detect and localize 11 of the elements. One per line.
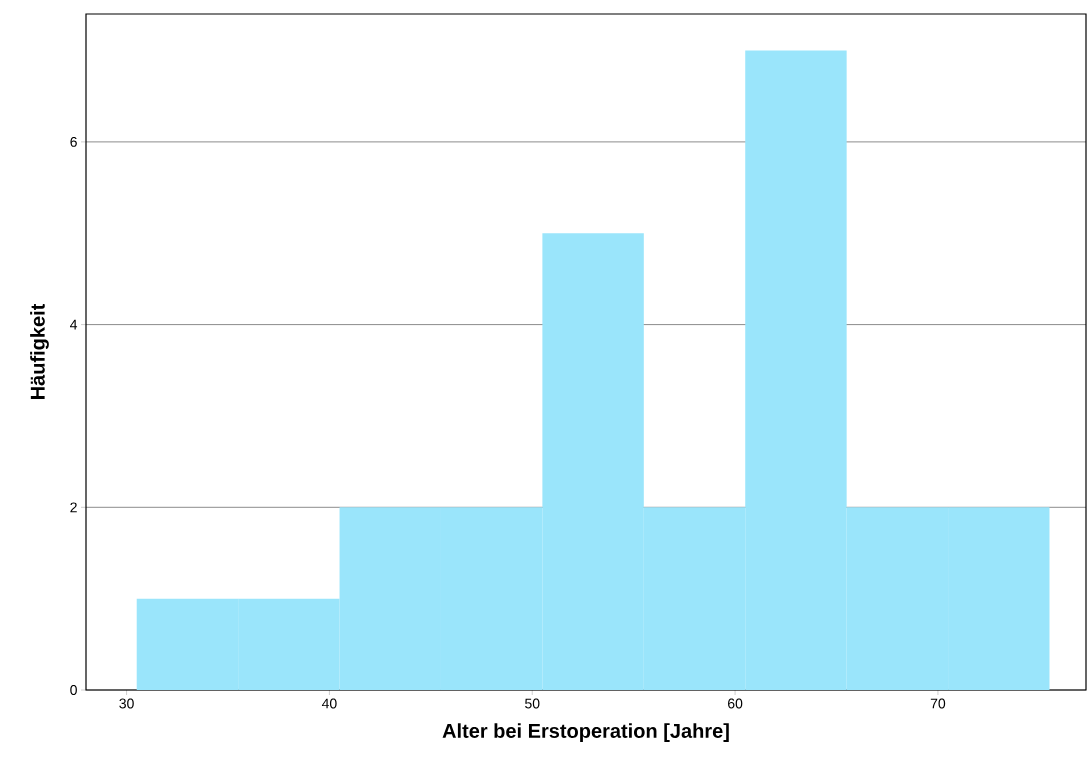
x-tick-label: 70 [930,698,946,709]
y-tick-label: 6 [70,136,77,147]
y-axis-title: Häufigkeit [30,303,49,399]
y-tick-label: 4 [70,319,78,330]
x-tick-label: 30 [119,698,134,709]
y-tick-label: 2 [70,502,77,513]
x-axis-title: Alter bei Erstoperation [Jahre] [442,723,729,742]
x-tick-label: 40 [321,698,337,709]
x-tick-label: 60 [728,698,743,709]
x-tick-label: 50 [525,698,540,709]
y-tick-label: 0 [70,685,77,695]
